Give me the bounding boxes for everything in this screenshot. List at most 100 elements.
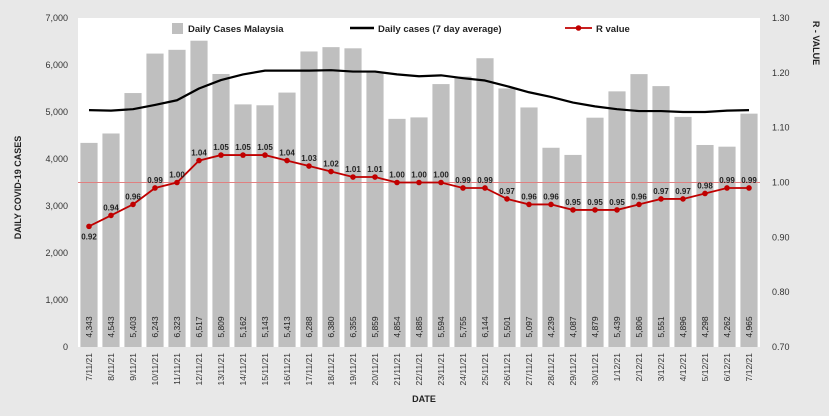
- r-value-point: [284, 157, 290, 164]
- x-tick-label: 26/11/21: [502, 353, 512, 386]
- r-value-label: 0.97: [653, 187, 669, 196]
- bar-data-label: 4,885: [414, 316, 424, 338]
- r-value-label: 1.00: [389, 171, 405, 180]
- y-tick-label: 1,000: [45, 295, 68, 305]
- bar: [630, 74, 648, 348]
- r-value-point: [460, 185, 466, 191]
- bar-data-label: 4,239: [546, 316, 556, 338]
- bar-data-label: 5,859: [370, 316, 380, 338]
- bar-data-label: 5,809: [216, 316, 226, 338]
- x-tick-label: 2/12/21: [634, 353, 644, 382]
- bar: [168, 49, 186, 347]
- x-tick-label: 13/11/21: [216, 353, 226, 386]
- bar-data-label: 5,594: [436, 316, 446, 338]
- r-value-point: [658, 196, 664, 202]
- r-value-label: 1.00: [411, 171, 427, 180]
- r-value-label: 0.96: [543, 192, 559, 201]
- x-tick-label: 15/11/21: [260, 353, 270, 386]
- r-value-point: [174, 179, 180, 186]
- lines-layer: 0.92 0.94 0.96 0.99 1.00 1.04 1.05 1.05 1.05 1.04…: [81, 69, 757, 241]
- legend-r-marker: [575, 25, 582, 31]
- r-value-point: [262, 152, 268, 158]
- r-value-label: 1.01: [345, 165, 361, 174]
- r-value-point: [108, 212, 114, 219]
- x-tick-label: 1/12/21: [612, 353, 622, 382]
- x-tick-label: 8/11/21: [106, 353, 116, 381]
- axes-layer: 0 1,000 2,000 3,000 4,000 5,000 6,000 7,000 0.70…: [13, 13, 821, 404]
- x-tick-label: 16/11/21: [282, 353, 292, 386]
- r-value-label: 1.04: [279, 149, 295, 158]
- r-value-point: [680, 196, 686, 202]
- y-tick-label: 6,000: [45, 60, 68, 70]
- r-value-label: 0.99: [719, 176, 735, 185]
- bar: [124, 93, 142, 348]
- bar: [146, 53, 164, 347]
- x-tick-label: 17/11/21: [304, 353, 314, 386]
- r-value-label: 1.00: [169, 171, 185, 180]
- legend-bar-label: Daily Cases Malaysia: [188, 24, 284, 35]
- r-value-label: 0.92: [81, 232, 97, 241]
- y-axis-title: DAILY COVID-19 CASES: [13, 136, 23, 240]
- r-value-label: 0.99: [455, 176, 471, 185]
- bar-data-label: 5,143: [260, 316, 270, 338]
- r-value-point: [394, 179, 400, 186]
- x-tick-label: 24/11/21: [458, 353, 468, 386]
- bar: [344, 48, 362, 347]
- r-value-point: [482, 185, 488, 191]
- bar: [102, 133, 120, 347]
- bar: [410, 117, 428, 347]
- bar-data-label: 5,097: [524, 316, 534, 338]
- bar-data-label: 5,162: [238, 316, 248, 338]
- r-value-label: 0.95: [609, 198, 625, 207]
- r-value-label: 0.95: [587, 198, 603, 207]
- y-right-tick-label: 1.10: [772, 123, 790, 133]
- r-value-label: 0.97: [499, 187, 515, 196]
- r-value-point: [130, 201, 136, 208]
- bar-data-label: 5,439: [612, 316, 622, 338]
- x-axis-title: DATE: [412, 394, 436, 404]
- x-tick-label: 22/11/21: [414, 353, 424, 386]
- bar: [542, 147, 560, 347]
- bar: [674, 116, 692, 347]
- bar: [322, 47, 340, 347]
- bar-data-label: 6,380: [326, 316, 336, 338]
- r-value-point: [416, 179, 422, 186]
- y-right-axis-title: R - VALUE: [811, 21, 821, 65]
- x-tick-label: 7/11/21: [84, 353, 94, 381]
- bar-data-label: 5,806: [634, 316, 644, 338]
- r-value-point: [328, 168, 334, 175]
- bar-data-label: 5,413: [282, 316, 292, 338]
- y-right-tick-label: 1.20: [772, 68, 790, 78]
- r-value-point: [196, 157, 202, 164]
- bar: [608, 91, 626, 347]
- x-tick-label: 4/12/21: [678, 353, 688, 382]
- y-tick-label: 5,000: [45, 107, 68, 117]
- x-tick-label: 23/11/21: [436, 353, 446, 386]
- r-value-label: 0.98: [697, 181, 713, 190]
- r-value-label: 0.96: [125, 192, 141, 201]
- bar: [278, 92, 296, 348]
- bar-data-label: 4,879: [590, 316, 600, 338]
- r-value-point: [724, 185, 730, 191]
- bar-data-label: 5,551: [656, 316, 666, 338]
- r-value-point: [350, 174, 356, 180]
- bar-data-label: 6,288: [304, 316, 314, 338]
- r-value-label: 1.05: [257, 143, 273, 152]
- bar: [498, 88, 516, 347]
- y-tick-label: 4,000: [45, 154, 68, 164]
- avg-line: [88, 69, 750, 114]
- x-tick-label: 25/11/21: [480, 353, 490, 386]
- x-tick-label: 10/11/21: [150, 353, 160, 386]
- bar: [366, 71, 384, 347]
- r-value-point: [548, 201, 554, 208]
- r-value-label: 1.05: [235, 143, 251, 152]
- bar-data-label: 4,343: [84, 316, 94, 338]
- x-tick-label: 18/11/21: [326, 353, 336, 386]
- r-value-point: [86, 223, 92, 230]
- r-value-point: [592, 207, 598, 213]
- r-value-label: 1.00: [433, 171, 449, 180]
- y-tick-label: 0: [63, 342, 68, 352]
- r-value-point: [614, 207, 620, 213]
- x-tick-label: 12/11/21: [194, 353, 204, 386]
